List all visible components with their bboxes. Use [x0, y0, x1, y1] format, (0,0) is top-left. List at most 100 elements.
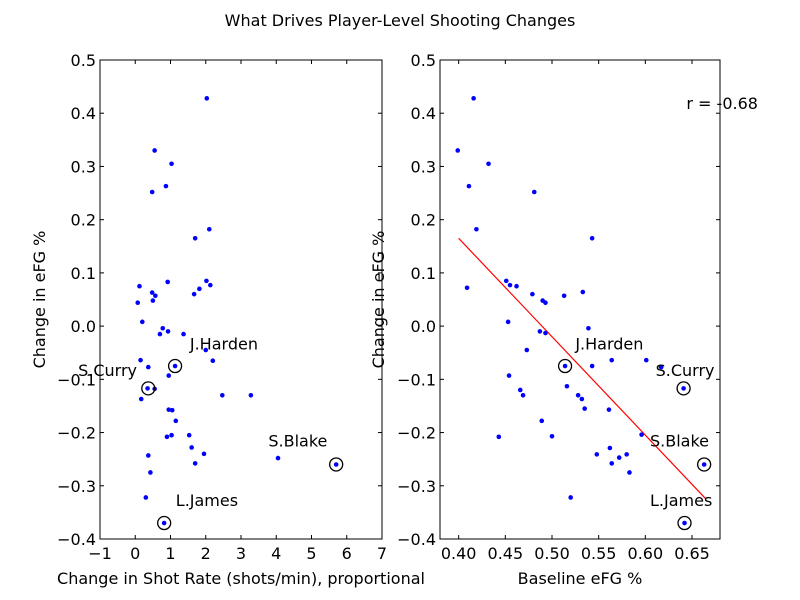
player-annotation: S.Curry — [656, 361, 715, 380]
data-point — [160, 325, 166, 331]
y-tick-label: 0.1 — [411, 264, 436, 283]
data-point — [580, 289, 586, 295]
y-tick-label: 0.4 — [71, 104, 96, 123]
data-point — [681, 386, 686, 391]
y-tick-label: 0.2 — [71, 211, 96, 230]
x-tick-label: −1 — [88, 544, 112, 563]
data-point — [165, 329, 171, 334]
data-point — [701, 462, 707, 467]
x-tick-label: 0.40 — [441, 544, 477, 563]
data-point — [658, 364, 664, 370]
y-axis-label: Change in eFG % — [369, 231, 388, 369]
y-tick-label: 0.4 — [411, 104, 436, 123]
highlight-ring — [557, 358, 573, 374]
data-point — [248, 393, 254, 398]
player-annotation: S.Curry — [78, 361, 137, 380]
data-point — [152, 148, 157, 153]
data-point — [543, 330, 548, 336]
highlight-ring — [677, 515, 692, 531]
data-point — [639, 432, 644, 437]
y-tick-label: 0.0 — [71, 317, 96, 336]
data-point — [186, 432, 192, 438]
x-tick-label: 3 — [236, 544, 246, 563]
y-tick-label: 0.3 — [411, 157, 436, 176]
data-point — [145, 364, 151, 370]
x-tick-label: 5 — [306, 544, 316, 563]
correlation-annotation: r = -0.68 — [686, 94, 758, 113]
data-point — [471, 96, 476, 101]
data-point — [539, 418, 545, 424]
data-point — [161, 520, 167, 526]
data-point — [166, 373, 172, 378]
highlight-ring — [167, 358, 183, 374]
data-point — [149, 189, 155, 195]
data-point — [181, 331, 186, 337]
data-point — [204, 96, 210, 101]
data-point — [153, 293, 158, 299]
y-tick-label: 0.3 — [71, 157, 96, 176]
data-point — [464, 285, 470, 291]
data-point — [505, 319, 511, 325]
data-point — [486, 161, 491, 167]
highlight-ring — [329, 457, 344, 472]
data-point — [606, 407, 612, 412]
left-scatter-panel: −1 0 1 2 3 4 5 6 7 −0.4 −0.3 −0.2 −0.1 0.0 0.1 0.2 0.3 0.… — [30, 51, 425, 588]
data-point — [164, 434, 170, 440]
x-tick-label: 2 — [201, 544, 211, 563]
data-point — [682, 520, 687, 526]
data-point — [208, 282, 213, 288]
data-point — [201, 451, 207, 457]
data-point — [143, 495, 149, 500]
player-annotation: J.Harden — [189, 335, 258, 354]
data-point — [191, 291, 197, 297]
data-point — [169, 407, 175, 413]
data-point — [589, 235, 595, 241]
data-point — [589, 363, 595, 369]
data-point — [564, 383, 570, 389]
y-tick-label: 0.1 — [71, 264, 96, 283]
plot-frame — [99, 59, 383, 540]
data-point — [197, 286, 202, 292]
data-point — [220, 393, 225, 398]
data-point — [192, 235, 198, 241]
player-annotation: S.Blake — [268, 431, 327, 450]
data-point — [137, 283, 142, 289]
y-tick-label: −0.3 — [397, 477, 436, 496]
y-tick-label: 0.0 — [411, 317, 436, 336]
player-annotation: L.James — [650, 491, 712, 510]
data-point — [466, 183, 472, 189]
data-point — [643, 357, 649, 363]
data-point — [524, 347, 530, 353]
data-point — [165, 279, 170, 285]
data-point — [206, 226, 212, 232]
x-tick-label: 0 — [130, 544, 140, 563]
data-point — [517, 387, 523, 393]
y-tick-label: 0.5 — [411, 51, 436, 70]
data-point — [149, 290, 155, 295]
data-point — [455, 148, 461, 153]
data-point — [189, 445, 194, 450]
data-point — [507, 282, 513, 288]
data-point — [503, 278, 509, 284]
x-tick-label: 1 — [165, 544, 175, 563]
x-axis-label: Baseline eFG % — [518, 569, 643, 588]
x-tick-label: 0.50 — [534, 544, 570, 563]
data-point — [135, 300, 141, 305]
y-tick-label: −0.2 — [397, 424, 436, 443]
data-point — [169, 432, 174, 438]
data-point — [157, 331, 163, 337]
data-point — [616, 455, 622, 460]
highlight-ring — [676, 381, 691, 396]
data-point — [145, 386, 150, 391]
figure-title: What Drives Player-Level Shooting Change… — [225, 11, 576, 30]
right-scatter-panel: 0.40 0.45 0.50 0.55 0.60 0.65 −0.4 −0.3 −0.2 −0.1… — [369, 51, 758, 588]
y-tick-label: 0.2 — [411, 211, 436, 230]
data-point — [148, 470, 153, 475]
y-tick-label: −0.4 — [57, 530, 96, 549]
data-point — [474, 226, 479, 232]
data-point — [568, 495, 573, 500]
data-point — [169, 161, 174, 167]
data-point — [549, 433, 555, 439]
y-tick-label: −0.1 — [397, 370, 436, 389]
y-tick-label: −0.1 — [57, 370, 96, 389]
